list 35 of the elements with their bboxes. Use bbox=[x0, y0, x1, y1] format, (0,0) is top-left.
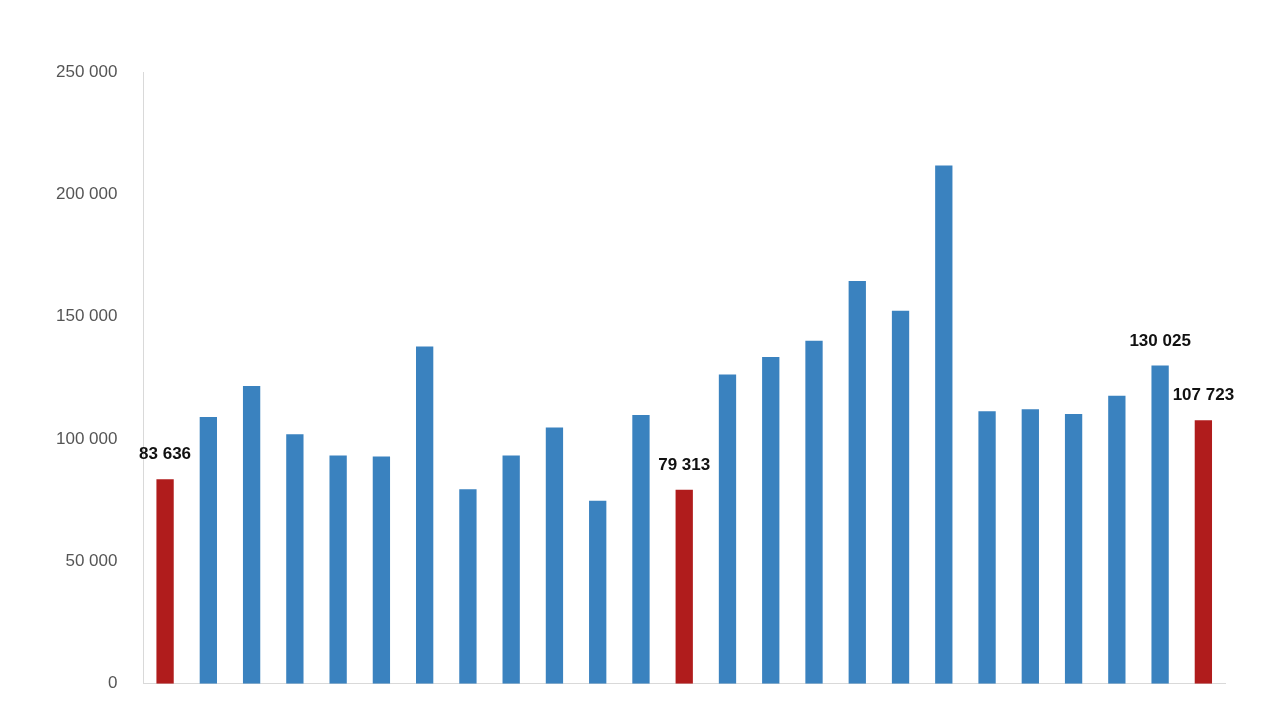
bar bbox=[762, 357, 780, 684]
bar bbox=[545, 427, 564, 684]
y-tick-label: 100 000 bbox=[56, 428, 118, 448]
bar bbox=[1151, 365, 1169, 684]
bar bbox=[675, 489, 693, 684]
bar bbox=[199, 417, 217, 684]
bar bbox=[416, 346, 434, 684]
data-label: 130 025 bbox=[1129, 330, 1191, 350]
bar bbox=[156, 479, 174, 684]
bar bbox=[502, 455, 520, 684]
bar bbox=[891, 310, 910, 684]
bar bbox=[978, 411, 996, 684]
y-tick-label: 0 bbox=[107, 673, 118, 693]
y-tick-label: 250 000 bbox=[56, 61, 118, 81]
bar bbox=[1108, 395, 1126, 684]
bar bbox=[718, 374, 737, 684]
bar bbox=[1021, 409, 1039, 684]
bar bbox=[286, 434, 304, 684]
bar bbox=[372, 456, 391, 684]
bar bbox=[805, 340, 823, 684]
data-label: 107 723 bbox=[1172, 385, 1235, 405]
data-label: 79 313 bbox=[658, 454, 711, 474]
data-label: 83 636 bbox=[139, 444, 192, 464]
y-tick-label: 150 000 bbox=[56, 306, 118, 326]
y-tick-label: 50 000 bbox=[65, 551, 118, 571]
bar bbox=[848, 280, 866, 684]
bar bbox=[589, 500, 607, 684]
bar bbox=[242, 385, 261, 684]
bar bbox=[632, 415, 650, 684]
bar bbox=[459, 489, 477, 684]
y-tick-label: 200 000 bbox=[56, 184, 118, 204]
bar bbox=[329, 455, 347, 684]
bar bbox=[935, 165, 953, 684]
bar bbox=[1194, 420, 1213, 684]
bar bbox=[1064, 414, 1083, 684]
